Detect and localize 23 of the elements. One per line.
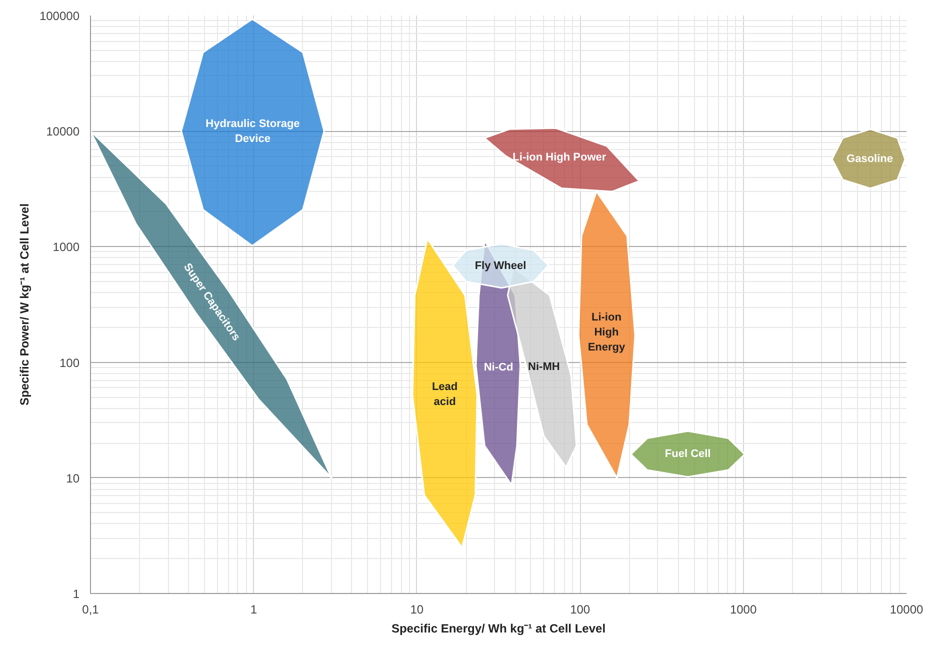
x-tick-label: 0,1 <box>82 602 100 616</box>
series-label: Gasoline <box>846 152 894 165</box>
y-tick-label: 10000 <box>46 124 80 139</box>
x-tick-label: 100 <box>570 602 590 616</box>
x-tick-label: 10 <box>410 602 424 616</box>
series-label: Ni-MH <box>528 361 560 374</box>
y-tick-label: 1000 <box>52 240 80 254</box>
series-label: Ni-Cd <box>484 361 514 374</box>
series-label: Li-ion High Energy <box>588 312 626 354</box>
x-tick-label: 1 <box>250 602 258 616</box>
y-axis-title: Specific Power/ W kg⁻¹ at Cell Level <box>17 203 32 406</box>
y-tick-label: 10 <box>66 471 80 486</box>
series-label: Fuel Cell <box>664 448 711 460</box>
x-tick-label: 10000 <box>890 602 924 616</box>
x-axis-title: Specific Energy/ Wh kg⁻¹ at Cell Level <box>391 622 606 636</box>
y-tick-label: 100 <box>59 356 80 370</box>
series-label: Fly Wheel <box>474 260 526 272</box>
series-label: Li-ion High Power <box>512 151 607 164</box>
y-tick-label: 1 <box>72 587 80 601</box>
x-tick-label: 1000 <box>730 602 757 616</box>
series-label: Hydraulic Storage Device <box>206 118 300 145</box>
y-tick-label: 100000 <box>39 9 80 23</box>
series-label: Lead acid <box>432 381 458 408</box>
